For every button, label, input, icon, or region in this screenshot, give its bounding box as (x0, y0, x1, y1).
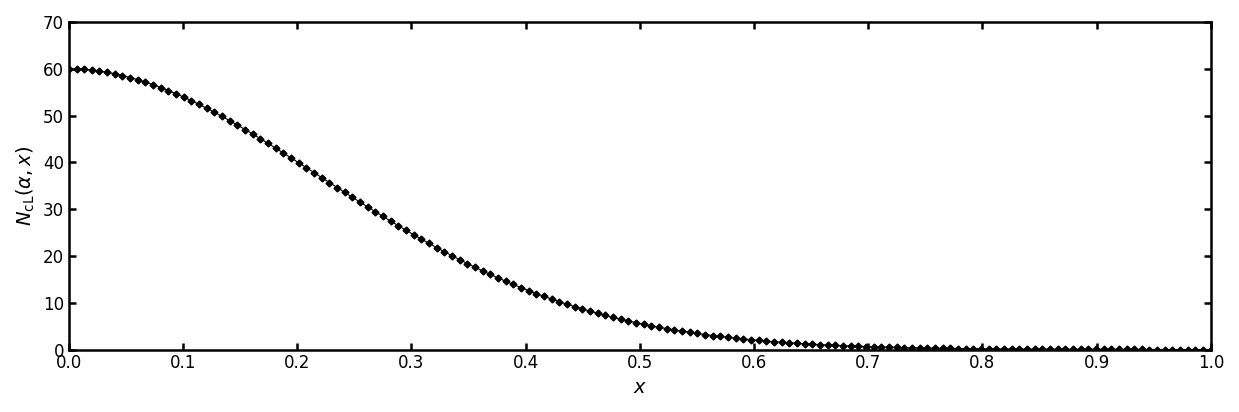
X-axis label: $x$: $x$ (633, 378, 647, 397)
Y-axis label: $N_{\mathrm{cL}}(\alpha, x)$: $N_{\mathrm{cL}}(\alpha, x)$ (15, 146, 37, 226)
